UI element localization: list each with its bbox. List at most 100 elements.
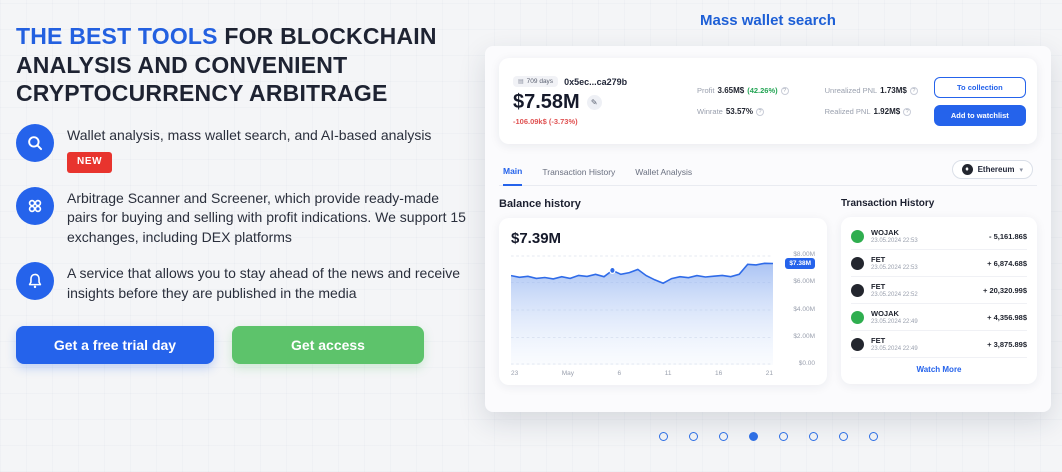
token-icon [851, 310, 864, 324]
network-label: Ethereum [977, 165, 1015, 174]
bell-icon [16, 262, 54, 301]
y-tick: $6.00M [793, 278, 815, 286]
page-title-rest: FOR BLOCKCHAIN ANALYSIS AND CONVENIENT C… [16, 23, 437, 107]
carousel-dot[interactable] [808, 432, 818, 441]
feature-wallet-analysis: Wallet analysis, mass wallet search, and… [16, 123, 472, 173]
y-tick: $4.00M [793, 305, 815, 313]
feature-wallet-analysis-text: Wallet analysis, mass wallet search, and… [67, 126, 432, 143]
wallet-dashboard: ▤ 709 days 0x5ec...ca279b $7.58M ✎ -106.… [485, 46, 1051, 412]
x-tick: 21 [765, 370, 773, 377]
chart-marker [609, 266, 616, 274]
transaction-row[interactable]: FET 23.05.2024 22:52 + 20,320.99$ [851, 277, 1027, 304]
token-name: FET [871, 255, 886, 264]
chart-line [511, 263, 773, 283]
screener-icon [16, 186, 54, 225]
token-name: FET [871, 336, 886, 345]
token-icon [851, 229, 864, 243]
feature-news-service-text: A service that allows you to stay ahead … [67, 265, 461, 302]
tabs-row: Main Transaction History Wallet Analysis… [499, 156, 1037, 186]
chart-x-axis: 23 May 6 11 16 21 [511, 370, 773, 377]
calendar-icon: ▤ [518, 79, 524, 85]
transaction-history-title: Transaction History [841, 198, 935, 209]
token-icon [851, 337, 864, 351]
chart-current-value-badge: $7.38M [785, 257, 815, 269]
token-name: WOJAK [871, 228, 899, 237]
feature-news-service: A service that allows you to stay ahead … [16, 262, 472, 304]
transaction-date: 23.05.2024 22:49 [871, 346, 918, 352]
get-access-button[interactable]: Get access [232, 325, 424, 364]
token-icon [851, 283, 864, 297]
watch-more-link[interactable]: Watch More [916, 365, 962, 374]
wallet-change: -106.09k$ (-3.73%) [513, 117, 578, 126]
x-tick: May [561, 370, 575, 377]
carousel-dot[interactable] [838, 432, 848, 441]
wallet-header-card: ▤ 709 days 0x5ec...ca279b $7.58M ✎ -106.… [499, 58, 1037, 144]
carousel-dot[interactable] [718, 432, 728, 441]
transaction-date: 23.05.2024 22:52 [871, 292, 918, 298]
carousel-dot[interactable] [748, 432, 758, 441]
wallet-address[interactable]: 0x5ec...ca279b [564, 76, 628, 87]
feature-text: Wallet analysis, mass wallet search, and… [67, 124, 431, 173]
x-tick: 16 [714, 370, 723, 377]
transaction-history-section: Transaction History WOJAK 23.05.2024 22:5… [841, 196, 1037, 385]
wallet-age-badge: ▤ 709 days [513, 76, 559, 87]
token-name: WOJAK [871, 309, 899, 318]
balance-chart [511, 255, 773, 365]
transaction-row[interactable]: WOJAK 23.05.2024 22:53 - 5,161.86$ [851, 223, 1027, 250]
stat-profit: Profit 3.65M$ (42.26%) ? [697, 86, 789, 95]
transaction-history-card: WOJAK 23.05.2024 22:53 - 5,161.86$ FET 23.… [841, 217, 1037, 384]
carousel-dot[interactable] [868, 432, 878, 441]
carousel-dot[interactable] [658, 432, 668, 441]
y-tick: $2.00M [793, 332, 815, 340]
stat-winrate: Winrate 53.57% ? [697, 107, 789, 116]
ethereum-icon: ♦ [961, 164, 973, 175]
balance-history-title: Balance history [499, 198, 581, 210]
balance-history-section: Balance history $7.39M [499, 196, 827, 385]
page-title: THE BEST TOOLS FOR BLOCKCHAIN ANALYSIS A… [16, 22, 472, 108]
transaction-amount: + 20,320.99$ [982, 285, 1027, 295]
stat-realized-pnl: Realized PNL 1.92M$ ? [825, 107, 918, 116]
help-icon[interactable]: ? [780, 86, 789, 95]
transaction-date: 23.05.2024 22:53 [871, 265, 918, 271]
help-icon[interactable]: ? [755, 107, 764, 116]
balance-history-card: $7.39M [499, 218, 827, 385]
transaction-row[interactable]: WOJAK 23.05.2024 22:49 + 4,356.98$ [851, 304, 1027, 331]
transaction-amount: + 4,356.98$ [987, 312, 1027, 322]
transaction-date: 23.05.2024 22:49 [871, 319, 918, 325]
carousel-dot[interactable] [688, 432, 698, 441]
wallet-summary: ▤ 709 days 0x5ec...ca279b $7.58M ✎ -106.… [513, 76, 681, 126]
help-icon[interactable]: ? [909, 86, 918, 95]
wallet-balance: $7.58M [513, 91, 580, 113]
magnifier-icon [16, 123, 54, 162]
add-to-watchlist-button[interactable]: Add to watchlist [933, 104, 1026, 126]
chart-area [511, 263, 773, 365]
hero-section: THE BEST TOOLS FOR BLOCKCHAIN ANALYSIS A… [16, 22, 472, 364]
wallet-age-label: 709 days [526, 78, 554, 85]
y-tick: $0.00 [798, 360, 815, 367]
free-trial-button[interactable]: Get a free trial day [16, 325, 214, 364]
to-collection-button[interactable]: To collection [933, 76, 1026, 98]
wallet-actions: To collection Add to watchlist [933, 76, 1026, 126]
transaction-amount: - 5,161.86$ [989, 231, 1027, 241]
tab-wallet-analysis[interactable]: Wallet Analysis [635, 166, 693, 177]
dashboard-content: Balance history $7.39M [499, 196, 1037, 385]
panel-title: Mass wallet search [700, 12, 836, 29]
token-name: FET [871, 282, 886, 291]
token-icon [851, 256, 864, 270]
tab-main[interactable]: Main [503, 160, 523, 186]
network-select[interactable]: ♦ Ethereum ▾ [951, 160, 1033, 179]
carousel-dot[interactable] [778, 432, 788, 441]
transaction-row[interactable]: FET 23.05.2024 22:53 + 6,874.68$ [851, 250, 1027, 277]
chevron-down-icon: ▾ [1019, 166, 1023, 174]
stat-unrealized-pnl: Unrealized PNL 1.73M$ ? [825, 86, 918, 95]
edit-icon[interactable]: ✎ [586, 95, 602, 110]
transaction-amount: + 3,875.89$ [987, 339, 1027, 349]
feature-arbitrage-scanner: Arbitrage Scanner and Screener, which pr… [16, 186, 472, 249]
balance-history-value: $7.39M [511, 230, 562, 247]
x-tick: 11 [664, 370, 672, 377]
help-icon[interactable]: ? [903, 107, 912, 116]
new-badge: NEW [67, 152, 113, 173]
x-tick: 23 [511, 370, 519, 377]
transaction-row[interactable]: FET 23.05.2024 22:49 + 3,875.89$ [851, 331, 1027, 358]
tab-transaction-history[interactable]: Transaction History [542, 166, 616, 177]
